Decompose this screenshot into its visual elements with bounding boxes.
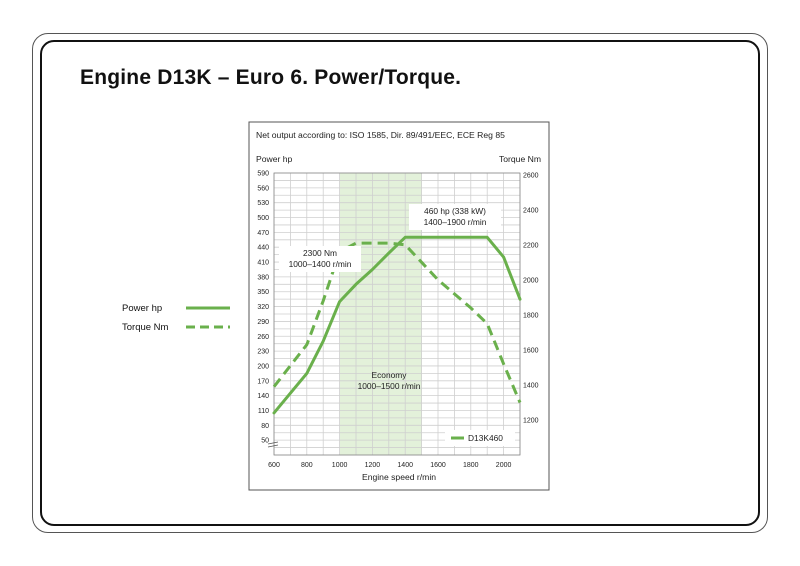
x-axis-label: Engine speed r/min — [362, 472, 436, 482]
y-tick-left: 80 — [261, 423, 269, 430]
annotation-peak_torque-line: 2300 Nm — [303, 248, 337, 258]
outer-frame — [32, 33, 768, 533]
y-tick-right: 2600 — [523, 172, 539, 179]
x-tick: 800 — [301, 462, 313, 469]
page-title: Engine D13K – Euro 6. Power/Torque. — [80, 66, 462, 89]
annotation-economy-line: 1000–1500 r/min — [358, 381, 421, 391]
x-tick: 1200 — [365, 462, 381, 469]
y-tick-left: 380 — [257, 274, 269, 281]
model-legend-label: D13K460 — [468, 433, 503, 443]
y-tick-left: 290 — [257, 319, 269, 326]
power-curve — [272, 235, 522, 415]
y-tick-right: 1800 — [523, 312, 539, 319]
y-tick-left: 200 — [257, 363, 269, 370]
y-tick-left: 110 — [258, 408, 269, 415]
annotation-peak_power-line: 460 hp (338 kW) — [424, 206, 486, 216]
y-tick-left: 50 — [261, 438, 269, 445]
y-tick-right: 1400 — [523, 382, 539, 389]
torque-curve — [272, 241, 522, 404]
x-tick: 1600 — [430, 462, 446, 469]
y-tick-left: 470 — [257, 230, 269, 237]
axis-break-mark — [267, 441, 279, 445]
y-tick-left: 500 — [257, 215, 269, 222]
annotation-peak_power-line: 1400–1900 r/min — [424, 217, 487, 227]
y-tick-right: 2000 — [523, 277, 539, 284]
x-tick: 1800 — [463, 462, 479, 469]
y-axis-label-left: Power hp — [256, 154, 293, 164]
x-tick: 600 — [268, 462, 280, 469]
axis-break-mark — [267, 444, 279, 448]
y-tick-right: 1600 — [523, 347, 539, 354]
legend-power-swatch — [186, 306, 230, 310]
y-tick-left: 440 — [257, 245, 269, 252]
legend-torque-label: Torque Nm — [122, 322, 169, 333]
y-tick-left: 590 — [257, 171, 269, 178]
y-tick-left: 260 — [257, 334, 269, 341]
y-tick-left: 530 — [257, 200, 269, 207]
y-tick-left: 230 — [257, 349, 269, 356]
y-tick-right: 2400 — [523, 207, 539, 214]
x-tick: 2000 — [496, 462, 512, 469]
legend-torque-swatch — [186, 325, 230, 329]
y-tick-left: 350 — [257, 289, 269, 296]
x-tick: 1000 — [332, 462, 348, 469]
annotation-backdrop-peak_power — [409, 204, 501, 230]
y-tick-left: 320 — [257, 304, 269, 311]
y-tick-left: 560 — [257, 185, 269, 192]
model-legend-box — [445, 430, 515, 446]
annotation-backdrop-peak_torque — [279, 246, 361, 272]
inner-frame — [40, 40, 760, 526]
y-tick-right: 2200 — [523, 242, 539, 249]
x-tick: 1400 — [397, 462, 413, 469]
annotation-peak_torque-line: 1000–1400 r/min — [289, 259, 352, 269]
plot-border — [273, 172, 521, 456]
y-tick-right: 1200 — [523, 417, 539, 424]
chart-title: Net output according to: ISO 1585, Dir. … — [256, 130, 505, 140]
annotation-economy-line: Economy — [372, 370, 408, 380]
y-axis-label-right: Torque Nm — [499, 154, 541, 164]
legend-power-label: Power hp — [122, 303, 163, 314]
y-tick-left: 410 — [257, 260, 269, 267]
y-tick-left: 140 — [257, 393, 269, 400]
y-tick-left: 170 — [257, 378, 269, 385]
